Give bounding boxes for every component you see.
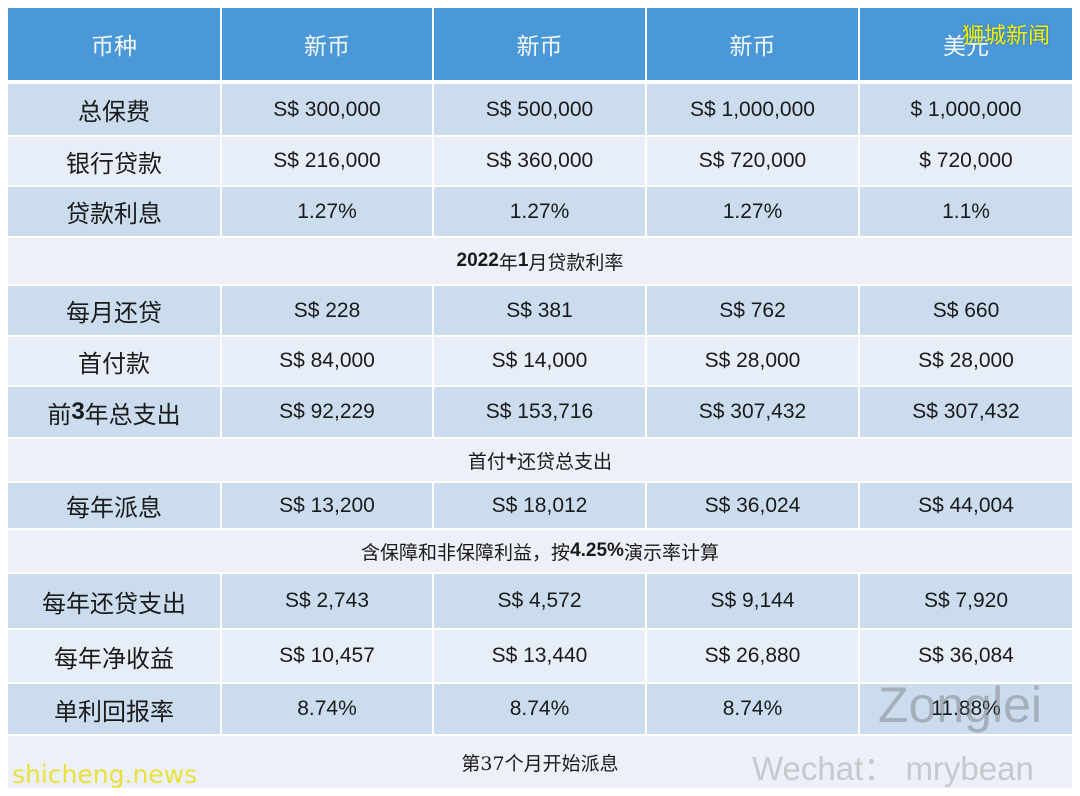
table-row-bank-loan: 银行贷款 S$ 216,000 S$ 360,000 S$ 720,000 $ … — [8, 137, 1072, 185]
note-loan-rate: 2022 年 1 月贷款利率 — [8, 238, 1072, 284]
cell-value: 8.74% — [647, 684, 858, 734]
cell-value: S$ 14,000 — [434, 337, 645, 385]
note-bold: + — [505, 449, 518, 470]
cell-value: S$ 28,000 — [860, 337, 1072, 385]
cell-value: S$ 762 — [647, 286, 858, 335]
table-row-simple-return-rate: 单利回报率 8.74% 8.74% 8.74% 11.88% — [8, 684, 1072, 734]
note-text: 首付 — [467, 450, 506, 473]
table-row-first-3-years-expense: 前 3 年总支出 S$ 92,229 S$ 153,716 S$ 307,432 S… — [8, 387, 1072, 437]
cell-value: S$ 660 — [860, 286, 1072, 335]
row-label: 每年还贷支出 — [8, 574, 220, 628]
cell-value: S$ 153,716 — [434, 387, 645, 437]
table-row-monthly-repayment: 每月还贷 S$ 228 S$ 381 S$ 762 S$ 660 — [8, 286, 1072, 335]
table-row-down-payment: 首付款 S$ 84,000 S$ 14,000 S$ 28,000 S$ 28,… — [8, 337, 1072, 385]
row-label: 单利回报率 — [8, 684, 220, 734]
row-label: 贷款利息 — [8, 187, 220, 236]
cell-value: 8.74% — [222, 684, 432, 734]
cell-value: S$ 381 — [434, 286, 645, 335]
cell-value: S$ 44,004 — [860, 483, 1072, 528]
cell-value: S$ 7,920 — [860, 574, 1072, 628]
cell-value: 1.27% — [434, 187, 645, 236]
label-part-bold: 3 — [71, 398, 85, 425]
cell-value: S$ 10,457 — [222, 630, 432, 682]
cell-value: S$ 36,024 — [647, 483, 858, 528]
cell-value: S$ 720,000 — [647, 137, 858, 185]
cell-value: S$ 36,084 — [860, 630, 1072, 682]
cell-value: S$ 2,743 — [222, 574, 432, 628]
row-label: 每年派息 — [8, 483, 220, 528]
note-dividend-basis: 含保障和非保障利益，按 4.25% 演示率计算 — [8, 530, 1072, 572]
cell-value: S$ 300,000 — [222, 84, 432, 135]
cell-value: S$ 1,000,000 — [647, 84, 858, 135]
cell-value: $ 1,000,000 — [860, 84, 1072, 135]
watermark-shicheng-site: shicheng.news — [12, 760, 198, 789]
note-text: 含保障和非保障利益，按 — [361, 541, 571, 564]
cell-value: 1.1% — [860, 187, 1072, 236]
cell-value: S$ 307,432 — [860, 387, 1072, 437]
table-row-loan-interest: 贷款利息 1.27% 1.27% 1.27% 1.1% — [8, 187, 1072, 236]
header-col-4: 美元 — [860, 8, 1072, 80]
insurance-loan-comparison-table: 币种 新币 新币 新币 美元 总保费 S$ 300,000 S$ 500,000… — [8, 8, 1072, 790]
row-label: 首付款 — [8, 337, 220, 385]
watermark-shicheng-cn: 狮城新闻 — [962, 24, 1051, 49]
header-col-2: 新币 — [434, 8, 645, 80]
note-bold: 1 — [517, 250, 529, 271]
table-row-total-premium: 总保费 S$ 300,000 S$ 500,000 S$ 1,000,000 $… — [8, 84, 1072, 135]
note-text: 第37个月开始派息 — [461, 752, 619, 775]
cell-value: S$ 360,000 — [434, 137, 645, 185]
label-part: 年总支出 — [84, 400, 181, 429]
cell-value: S$ 9,144 — [647, 574, 858, 628]
note-total-expense: 首付 + 还贷总支出 — [8, 439, 1072, 481]
row-label: 前 3 年总支出 — [8, 387, 220, 437]
cell-value: S$ 18,012 — [434, 483, 645, 528]
note-text: 年 — [498, 251, 518, 274]
row-label: 每月还贷 — [8, 286, 220, 335]
cell-value: S$ 28,000 — [647, 337, 858, 385]
cell-value: S$ 228 — [222, 286, 432, 335]
cell-value: S$ 216,000 — [222, 137, 432, 185]
cell-value: 1.27% — [222, 187, 432, 236]
cell-value: S$ 13,200 — [222, 483, 432, 528]
cell-value: 1.27% — [647, 187, 858, 236]
header-currency-label: 币种 — [8, 8, 220, 80]
note-text: 月贷款利率 — [528, 251, 624, 274]
note-bold: 4.25% — [570, 540, 624, 561]
cell-value: S$ 307,432 — [647, 387, 858, 437]
note-payout-start: 第37个月开始派息 — [8, 736, 1072, 788]
label-part: 前 — [47, 400, 72, 429]
cell-value: $ 720,000 — [860, 137, 1072, 185]
cell-value: S$ 4,572 — [434, 574, 645, 628]
cell-value: S$ 500,000 — [434, 84, 645, 135]
row-label: 银行贷款 — [8, 137, 220, 185]
note-bold: 2022 — [456, 250, 499, 271]
table-row-annual-repayment: 每年还贷支出 S$ 2,743 S$ 4,572 S$ 9,144 S$ 7,9… — [8, 574, 1072, 628]
cell-value: 8.74% — [434, 684, 645, 734]
cell-value: S$ 92,229 — [222, 387, 432, 437]
note-text: 演示率计算 — [623, 541, 719, 564]
header-col-3: 新币 — [647, 8, 858, 80]
cell-value: 11.88% — [860, 684, 1072, 734]
cell-value: S$ 26,880 — [647, 630, 858, 682]
watermark-wechat: Wechat： mrybean — [752, 750, 1034, 787]
table-row-annual-dividend: 每年派息 S$ 13,200 S$ 18,012 S$ 36,024 S$ 44… — [8, 483, 1072, 528]
note-text: 还贷总支出 — [517, 450, 613, 473]
row-label: 每年净收益 — [8, 630, 220, 682]
cell-value: S$ 84,000 — [222, 337, 432, 385]
header-row: 币种 新币 新币 新币 美元 — [8, 8, 1072, 80]
watermark-author: Zonglei — [878, 677, 1042, 733]
table-row-annual-net-income: 每年净收益 S$ 10,457 S$ 13,440 S$ 26,880 S$ 3… — [8, 630, 1072, 682]
cell-value: S$ 13,440 — [434, 630, 645, 682]
header-col-1: 新币 — [222, 8, 432, 80]
row-label: 总保费 — [8, 84, 220, 135]
